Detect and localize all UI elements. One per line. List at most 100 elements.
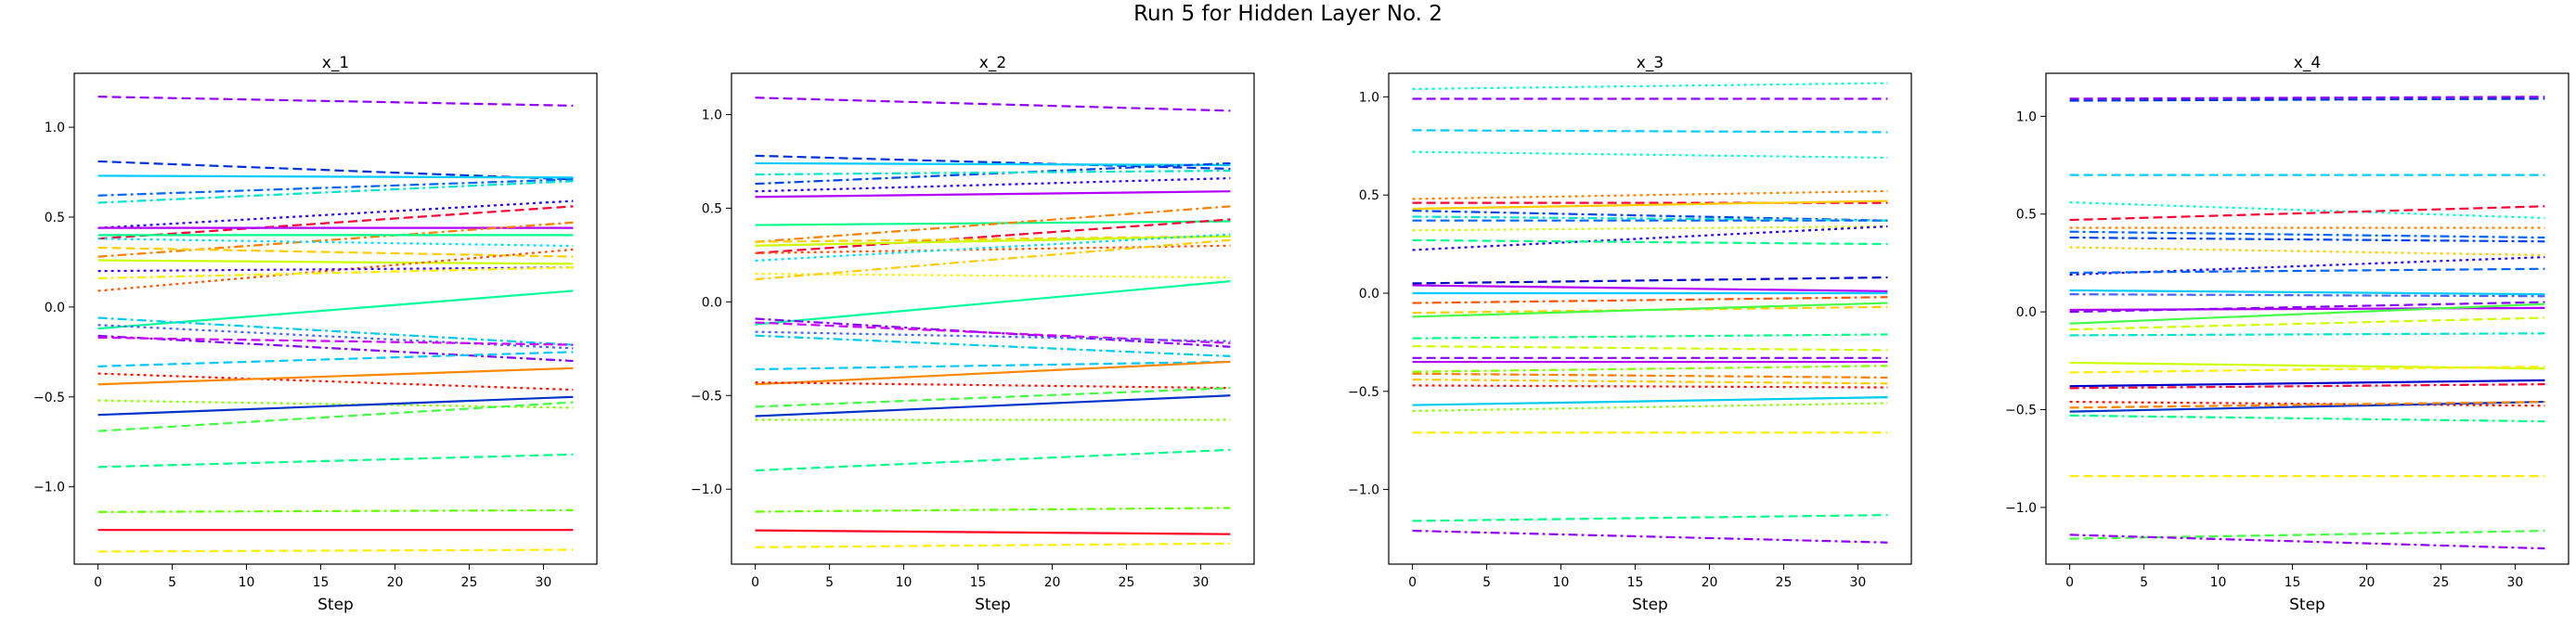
- x-tick-label: 15: [313, 575, 330, 590]
- series-line-20: [97, 334, 574, 363]
- x-tick-label: 30: [1193, 575, 1210, 590]
- x-tick-label: 30: [1850, 575, 1867, 590]
- series-line-4: [1412, 150, 1888, 160]
- x-tick-label: 0: [2065, 575, 2074, 590]
- series-line-19: [97, 324, 574, 350]
- series-line-29: [2069, 533, 2545, 550]
- series-line-9: [755, 205, 1231, 243]
- chart-panel-3: 0 5 10 15 20 25 30 −1.0 −0.5 0.0 0.5 1.0 x_3 Step: [1348, 54, 1912, 614]
- y-tick-label: 0.0: [702, 295, 722, 310]
- y-tick-label: −1.0: [2005, 501, 2037, 516]
- y-tick-label: 1.0: [702, 108, 722, 122]
- x-tick-label: 0: [1408, 575, 1417, 590]
- series-line-15: [2069, 301, 2545, 314]
- series-line-22: [2069, 383, 2545, 390]
- series-line-16: [755, 238, 1231, 281]
- series-line-9: [97, 221, 574, 258]
- x-tick-label: 15: [970, 575, 987, 590]
- series-line-7: [755, 190, 1231, 199]
- plot-frame: [73, 72, 598, 565]
- series-line-26: [755, 394, 1231, 418]
- series-line-12: [1412, 225, 1888, 251]
- series-line-24: [1412, 365, 1888, 373]
- x-axis-label: Step: [975, 596, 1011, 614]
- series-line-26: [1412, 378, 1888, 385]
- x-tick-label: 20: [1044, 575, 1061, 590]
- series-line-26: [97, 401, 574, 432]
- series-line-21: [755, 334, 1231, 357]
- series-line-29: [1412, 402, 1888, 413]
- series-line-7: [2069, 230, 2545, 239]
- x-tick-label: 30: [2507, 575, 2524, 590]
- series-line-21: [2069, 379, 2545, 388]
- series-line-15: [97, 266, 574, 273]
- series-line-1: [97, 96, 574, 107]
- x-tick-label: 15: [2285, 575, 2301, 590]
- chart-panel-2: 0 5 10 15 20 25 30 −1.0 −0.5 0.0 0.5 1.0 x_2 Step: [691, 54, 1255, 614]
- series-line-6: [97, 199, 574, 229]
- y-tick-label: 1.0: [45, 121, 65, 135]
- x-tick-label: 25: [1119, 575, 1135, 590]
- series-line-13: [2069, 293, 2545, 298]
- plot-frame: [1388, 72, 1912, 565]
- series-line-11: [1412, 225, 1888, 232]
- series-line-28: [2069, 530, 2545, 540]
- series-line-17: [97, 289, 574, 330]
- series-line-1: [755, 96, 1231, 112]
- series-line-23: [97, 372, 574, 392]
- series-line-10: [755, 218, 1231, 254]
- y-tick-label: 0.5: [1359, 188, 1379, 203]
- series-line-2: [2069, 97, 2545, 102]
- x-tick-label: 20: [2359, 575, 2375, 590]
- series-line-26: [2069, 414, 2545, 423]
- x-tick-label: 5: [1482, 575, 1491, 590]
- series-line-23: [755, 360, 1231, 386]
- series-line-5: [1412, 189, 1888, 200]
- series-line-7: [1412, 199, 1888, 211]
- series-line-10: [2069, 256, 2545, 276]
- subplot-title: x_3: [1637, 54, 1663, 72]
- x-tick-label: 30: [536, 575, 552, 590]
- series-line-16: [2069, 302, 2545, 325]
- series-line-7: [97, 205, 574, 240]
- series-line-18: [97, 316, 574, 346]
- series-line-20: [1412, 333, 1888, 340]
- series-line-16: [97, 266, 574, 280]
- series-line-1: [1412, 82, 1888, 91]
- x-tick-label: 5: [825, 575, 834, 590]
- y-tick-label: 1.0: [1359, 90, 1379, 105]
- y-tick-label: 1.0: [2016, 109, 2037, 124]
- x-tick-label: 5: [2140, 575, 2148, 590]
- series-line-25: [2069, 400, 2545, 409]
- chart-panel-4: 0 5 10 15 20 25 30 −1.0 −0.5 0.0 0.5 1.0 x_4 Step: [2005, 54, 2570, 614]
- series-line-14: [97, 248, 574, 292]
- series-line-5: [2069, 205, 2545, 222]
- y-tick-label: −0.5: [1348, 385, 1379, 400]
- y-tick-label: −1.0: [33, 481, 65, 495]
- series-line-25: [755, 387, 1231, 408]
- series-line-32: [1412, 529, 1888, 544]
- x-tick-label: 0: [94, 575, 102, 590]
- series-line-11: [2069, 267, 2545, 275]
- series-line-21: [1412, 345, 1888, 352]
- x-tick-label: 10: [896, 575, 913, 590]
- series-line-25: [1412, 372, 1888, 379]
- x-tick-label: 25: [2433, 575, 2450, 590]
- y-tick-label: 0.0: [2016, 305, 2037, 320]
- series-line-20: [755, 330, 1231, 342]
- series-line-11: [97, 238, 574, 248]
- series-line-17: [755, 280, 1231, 326]
- series-line-22: [97, 351, 574, 367]
- series-line-12: [97, 246, 574, 258]
- subplot-title: x_4: [2294, 54, 2321, 72]
- x-tick-label: 10: [1553, 575, 1570, 590]
- series-line-24: [755, 381, 1231, 390]
- x-tick-label: 20: [387, 575, 404, 590]
- x-tick-label: 15: [1627, 575, 1644, 590]
- series-line-15: [755, 272, 1231, 279]
- series-line-3: [1412, 129, 1888, 134]
- figure-title: Run 5 for Hidden Layer No. 2: [1133, 2, 1443, 26]
- series-line-28: [755, 448, 1231, 472]
- x-tick-label: 10: [2210, 575, 2227, 590]
